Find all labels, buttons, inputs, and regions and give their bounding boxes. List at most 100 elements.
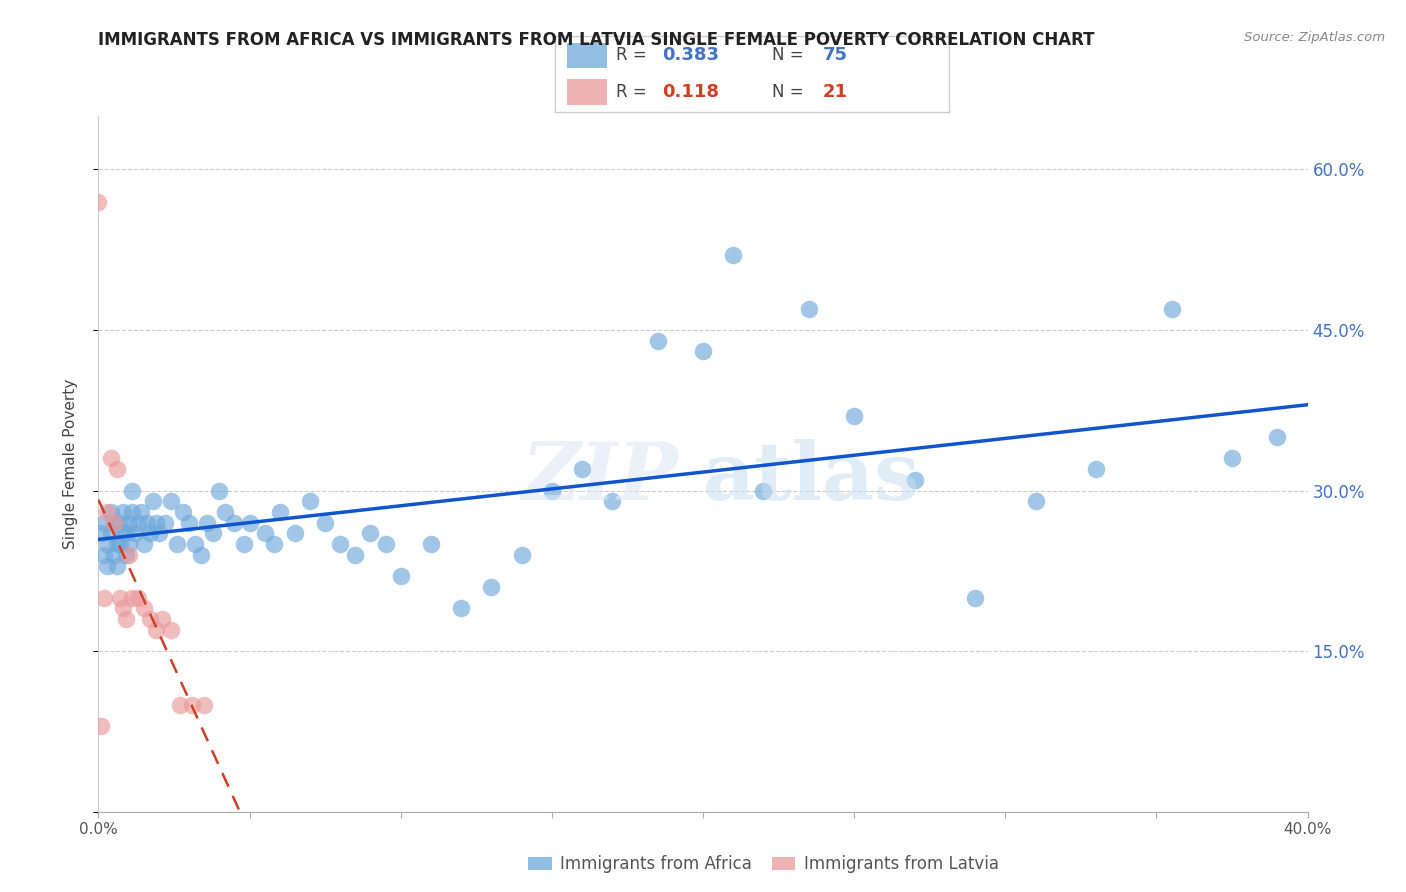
Point <box>329 537 352 551</box>
Point <box>172 505 194 519</box>
Point <box>420 537 443 551</box>
Point <box>124 526 146 541</box>
Text: 0.118: 0.118 <box>662 83 718 101</box>
Point <box>108 591 131 605</box>
Point <box>103 516 125 530</box>
Text: 21: 21 <box>823 83 848 101</box>
Point <box>132 537 155 551</box>
Point <box>108 537 131 551</box>
Text: IMMIGRANTS FROM AFRICA VS IMMIGRANTS FROM LATVIA SINGLE FEMALE POVERTY CORRELATI: IMMIGRANTS FROM AFRICA VS IMMIGRANTS FRO… <box>98 31 1095 49</box>
Point <box>111 505 134 519</box>
Point <box>169 698 191 712</box>
Point <box>145 516 167 530</box>
Point <box>132 601 155 615</box>
Point <box>121 591 143 605</box>
Point <box>190 548 212 562</box>
Point <box>647 334 669 348</box>
Point <box>179 516 201 530</box>
Point <box>752 483 775 498</box>
Point <box>96 537 118 551</box>
Legend: Immigrants from Africa, Immigrants from Latvia: Immigrants from Africa, Immigrants from … <box>522 848 1005 880</box>
Point <box>481 580 503 594</box>
Point <box>1024 494 1046 508</box>
Point <box>193 698 215 712</box>
Point <box>284 526 307 541</box>
Point <box>1160 301 1182 316</box>
Point <box>139 612 162 626</box>
Point <box>114 548 136 562</box>
Point <box>208 483 231 498</box>
Point <box>93 591 115 605</box>
Point <box>127 591 149 605</box>
Point <box>844 409 866 423</box>
Text: 0.383: 0.383 <box>662 46 718 64</box>
Point <box>389 569 412 583</box>
Point <box>100 505 122 519</box>
Point <box>100 526 122 541</box>
Y-axis label: Single Female Poverty: Single Female Poverty <box>63 379 77 549</box>
Point <box>299 494 322 508</box>
Point <box>692 344 714 359</box>
Point <box>160 623 183 637</box>
Point <box>114 612 136 626</box>
Point <box>344 548 367 562</box>
Point <box>1085 462 1108 476</box>
Point <box>571 462 593 476</box>
Point <box>105 558 128 573</box>
Point <box>111 601 134 615</box>
Point <box>232 537 254 551</box>
Point <box>90 719 112 733</box>
Point <box>540 483 562 498</box>
Point <box>105 537 128 551</box>
Point <box>93 516 115 530</box>
Point <box>224 516 246 530</box>
Point <box>118 537 141 551</box>
Point <box>450 601 472 615</box>
Point <box>510 548 533 562</box>
Point <box>374 537 396 551</box>
Point <box>1220 451 1243 466</box>
Point <box>103 516 125 530</box>
Point <box>239 516 262 530</box>
Point <box>121 505 143 519</box>
Point <box>263 537 285 551</box>
Text: R =: R = <box>616 83 647 101</box>
Point <box>111 526 134 541</box>
Point <box>314 516 336 530</box>
Point <box>269 505 291 519</box>
Point <box>108 516 131 530</box>
Point <box>602 494 624 508</box>
Point <box>135 516 157 530</box>
Bar <box>567 78 606 104</box>
Point <box>965 591 987 605</box>
Point <box>214 505 236 519</box>
Point <box>118 516 141 530</box>
Point <box>96 558 118 573</box>
Point <box>93 548 115 562</box>
Point <box>129 505 152 519</box>
Point <box>96 505 118 519</box>
Point <box>1267 430 1289 444</box>
Point <box>150 612 173 626</box>
Point <box>103 548 125 562</box>
Point <box>904 473 927 487</box>
Point <box>139 526 162 541</box>
Text: N =: N = <box>772 46 803 64</box>
Point <box>181 698 204 712</box>
Point <box>153 516 176 530</box>
Text: atlas: atlas <box>703 439 921 516</box>
Point <box>90 526 112 541</box>
Point <box>148 526 170 541</box>
Point <box>202 526 225 541</box>
Point <box>360 526 382 541</box>
Point <box>797 301 820 316</box>
Point <box>160 494 183 508</box>
Point <box>145 623 167 637</box>
Bar <box>567 43 606 69</box>
Point <box>195 516 218 530</box>
Point <box>184 537 207 551</box>
Point <box>87 194 110 209</box>
Point <box>114 526 136 541</box>
Point <box>118 548 141 562</box>
Point <box>166 537 188 551</box>
